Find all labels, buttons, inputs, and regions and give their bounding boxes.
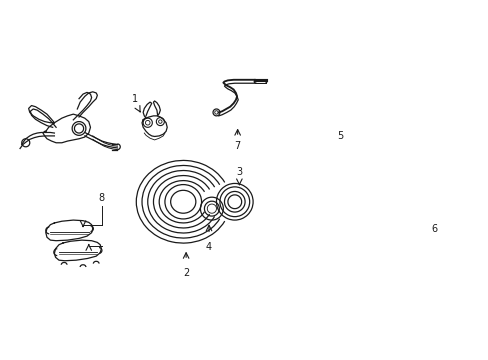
Text: 6: 6	[430, 224, 436, 234]
Text: 2: 2	[183, 267, 189, 278]
Text: 3: 3	[236, 167, 242, 177]
Text: 8: 8	[99, 193, 105, 203]
Text: 1: 1	[131, 94, 137, 104]
Text: 5: 5	[337, 131, 343, 141]
Text: 7: 7	[234, 141, 240, 151]
Text: 4: 4	[205, 242, 212, 252]
